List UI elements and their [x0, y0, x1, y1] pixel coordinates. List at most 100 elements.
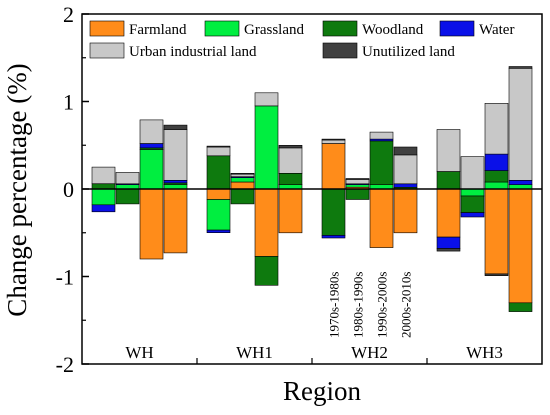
- bar-segment-wh-4-farmland: [163, 188, 188, 254]
- bar-segment-wh1-1-unutilized-land: [206, 145, 231, 148]
- bar-segment-wh3-3-woodland: [484, 170, 509, 183]
- bar-segment-wh1-3-woodland: [254, 256, 279, 286]
- y-tick-label: 2: [63, 2, 74, 27]
- y-axis-label: Change percentage (%): [2, 63, 32, 316]
- period-label: 1970s-1980s: [327, 272, 342, 338]
- legend-label: Woodland: [362, 22, 424, 38]
- bar-segment-wh3-4-farmland: [508, 188, 533, 304]
- bar-segment-wh3-4-water: [508, 180, 533, 186]
- bar-segment-wh3-1-water: [436, 236, 461, 249]
- bar-segment-wh-4-unutilized-land: [163, 124, 188, 130]
- bar-segment-wh-3-urban-industrial-land: [139, 119, 164, 144]
- bar-segment-wh1-1-woodland: [206, 155, 231, 190]
- legend-label: Urban industrial land: [129, 44, 257, 60]
- bar-segment-wh1-4-woodland: [278, 173, 303, 186]
- legend-label: Grassland: [244, 22, 304, 38]
- legend-swatch: [89, 20, 125, 37]
- bar-segment-wh1-1-grassland: [206, 199, 231, 231]
- bar-segment-wh2-1-unutilized-land: [321, 138, 346, 141]
- bar-segment-wh2-1-water: [321, 235, 346, 239]
- legend-swatch: [322, 20, 358, 37]
- y-axis-ticks: -2 -1 0 1 2: [56, 2, 89, 377]
- bar-segment-wh2-1-urban-industrial-land: [321, 139, 346, 144]
- bar-segment-wh1-4-urban-industrial-land: [278, 147, 303, 174]
- legend-label: Unutilized land: [362, 44, 455, 60]
- bar-segment-wh-2-woodland: [115, 188, 140, 205]
- bar-segment-wh-4-water: [163, 180, 188, 184]
- legend-swatch: [204, 20, 240, 37]
- bar-segment-wh3-3-water: [484, 153, 509, 171]
- bar-segment-wh2-3-farmland: [369, 188, 394, 248]
- bar-segment-wh1-2-unutilized-land: [230, 173, 255, 175]
- bar-segment-wh1-4-farmland: [278, 188, 303, 234]
- bar-segment-wh1-3-farmland: [254, 188, 279, 257]
- bar-segment-wh1-3-urban-industrial-land: [254, 92, 279, 107]
- bar-segment-wh1-1-urban-industrial-land: [206, 146, 231, 157]
- bar-segment-wh3-2-urban-industrial-land: [460, 156, 485, 190]
- region-label: WH3: [466, 343, 503, 362]
- bar-segment-wh-4-urban-industrial-land: [163, 129, 188, 181]
- bar-segment-wh1-3-grassland: [254, 105, 279, 190]
- legend-label: Farmland: [129, 22, 187, 38]
- bar-segment-wh3-1-woodland: [436, 171, 461, 190]
- y-tick-label: 1: [63, 90, 74, 115]
- region-label: WH2: [351, 343, 388, 362]
- bar-segment-wh3-3-grassland: [484, 181, 509, 190]
- bar-segment-wh3-4-urban-industrial-land: [508, 68, 533, 181]
- bar-segment-wh3-2-grassland: [460, 188, 485, 197]
- legend-swatch: [439, 20, 475, 37]
- legend-swatch: [89, 42, 125, 59]
- bar-segment-wh3-3-farmland: [484, 188, 509, 275]
- x-axis-region-labels: WH WH1 WH2 WH3: [125, 343, 503, 364]
- bar-segment-wh3-1-farmland: [436, 188, 461, 238]
- bar-segment-wh1-2-farmland: [230, 181, 255, 190]
- bar-segment-wh-1-grassland: [91, 188, 116, 206]
- bar-segment-wh1-2-grassland: [230, 177, 255, 183]
- period-label: 1980s-1990s: [351, 272, 366, 338]
- bar-segment-wh2-4-unutilized-land: [393, 146, 418, 156]
- bar-segment-wh-3-farmland: [139, 188, 164, 260]
- bar-segment-wh2-3-woodland: [369, 140, 394, 185]
- bar-segment-wh2-2-urban-industrial-land: [345, 179, 370, 185]
- bar-segment-wh2-2-woodland: [345, 188, 370, 200]
- bar-segment-wh2-4-urban-industrial-land: [393, 154, 418, 185]
- bar-segment-wh2-1-farmland: [321, 143, 346, 190]
- period-labels: 1970s-1980s 1980s-1990s 1990s-2000s 2000s-2…: [327, 272, 414, 338]
- bar-segment-wh3-1-urban-industrial-land: [436, 129, 461, 172]
- bar-segment-wh3-2-woodland: [460, 195, 485, 213]
- bar-segment-wh-2-urban-industrial-land: [115, 172, 140, 185]
- bar-segment-wh2-3-urban-industrial-land: [369, 131, 394, 140]
- legend-swatch: [322, 42, 358, 59]
- bar-segment-wh-3-water: [139, 143, 164, 149]
- period-label: 2000s-2010s: [399, 272, 414, 338]
- legend: Farmland Grassland Woodland Water Urban indu…: [89, 20, 514, 60]
- bar-segment-wh2-1-woodland: [321, 188, 346, 236]
- bar-segment-wh3-3-unutilized-land: [484, 273, 509, 276]
- y-tick-label: 0: [63, 177, 74, 202]
- x-axis-label: Region: [283, 376, 361, 406]
- bar-segment-wh3-3-urban-industrial-land: [484, 103, 509, 155]
- bar-segment-wh3-4-unutilized-land: [508, 66, 533, 69]
- y-tick-label: -2: [56, 352, 74, 377]
- bar-segment-wh3-2-water: [460, 212, 485, 218]
- bar-segment-wh3-4-woodland: [508, 302, 533, 312]
- region-label: WH1: [236, 343, 273, 362]
- y-tick-label: -1: [56, 265, 74, 290]
- bars-layer: [91, 66, 533, 312]
- period-label: 1990s-2000s: [375, 272, 390, 338]
- bar-segment-wh2-2-unutilized-land: [345, 178, 370, 180]
- bar-segment-wh1-1-water: [206, 229, 231, 234]
- legend-label: Water: [479, 22, 514, 38]
- region-label: WH: [125, 343, 153, 362]
- bar-segment-wh1-1-farmland: [206, 188, 231, 200]
- bar-segment-wh-3-grassland: [139, 149, 164, 190]
- bar-segment-wh2-4-farmland: [393, 188, 418, 234]
- bar-segment-wh2-4-water: [393, 183, 418, 188]
- bar-segment-wh1-2-woodland: [230, 188, 255, 205]
- bar-segment-wh-1-urban-industrial-land: [91, 166, 116, 185]
- bar-segment-wh3-1-unutilized-land: [436, 248, 461, 252]
- bar-segment-wh-1-water: [91, 204, 116, 213]
- bar-segment-wh1-4-unutilized-land: [278, 145, 303, 149]
